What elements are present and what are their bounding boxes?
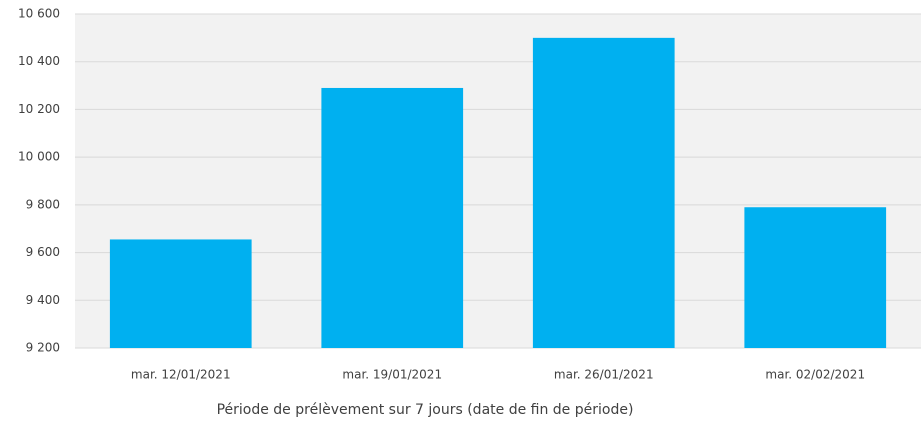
x-tick-label: mar. 26/01/2021 [554, 368, 654, 382]
bar [109, 239, 252, 348]
bar [744, 207, 887, 348]
y-tick-label: 10 000 [18, 150, 60, 164]
y-tick-label: 9 400 [26, 293, 60, 307]
x-axis-title: Période de prélèvement sur 7 jours (date… [217, 402, 634, 418]
y-tick-label: 9 200 [26, 341, 60, 355]
y-tick-label: 9 800 [26, 197, 60, 211]
y-tick-label: 10 400 [18, 54, 60, 68]
x-tick-label: mar. 19/01/2021 [342, 368, 442, 382]
bar [532, 37, 675, 348]
y-tick-label: 9 600 [26, 245, 60, 259]
x-tick-label: mar. 02/02/2021 [765, 368, 865, 382]
y-tick-label: 10 200 [18, 102, 60, 116]
y-tick-label: 10 600 [18, 7, 60, 21]
x-tick-label: mar. 12/01/2021 [131, 368, 231, 382]
bar [321, 87, 464, 348]
